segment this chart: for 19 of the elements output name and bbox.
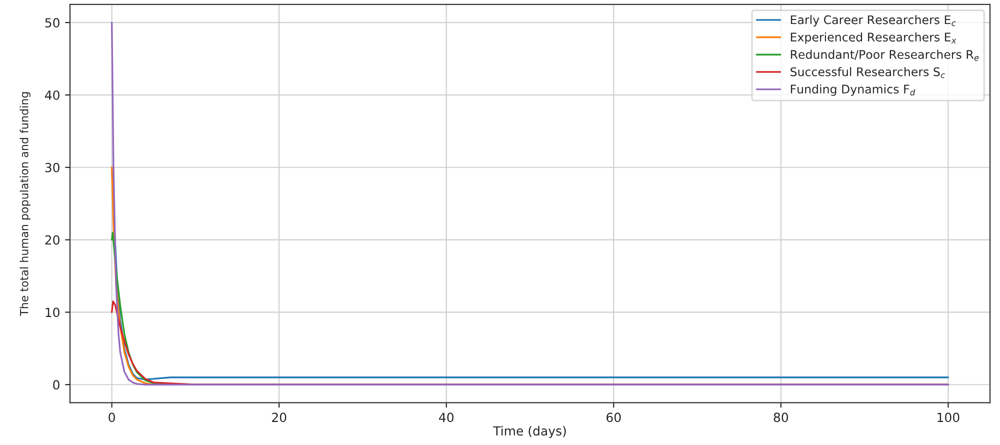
- y-tick-label: 50: [45, 18, 60, 28]
- y-tick-label: 0: [53, 380, 60, 390]
- x-tick-label: 80: [774, 412, 788, 422]
- x-tick-label: 40: [439, 412, 454, 422]
- y-axis-title: The total human population and funding: [20, 92, 30, 316]
- x-tick-label: 100: [938, 412, 960, 422]
- y-tick-label: 40: [44, 90, 60, 100]
- x-axis-title: Time (days): [493, 426, 566, 438]
- y-tick-label: 10: [46, 308, 60, 318]
- legend-label: Funding Dynamics F$_{d}$: [790, 84, 916, 96]
- x-tick-label: 0: [108, 412, 115, 422]
- legend-label: Early Career Researchers E$_{c}$: [790, 15, 956, 26]
- legend-label: Redundant/Poor Researchers R$_{e}$: [790, 50, 979, 61]
- x-tick-label: 60: [606, 412, 621, 422]
- x-tick-label: 20: [272, 412, 286, 422]
- y-tick-label: 20: [45, 235, 60, 245]
- legend-label: Successful Researchers S$_{c}$: [790, 67, 945, 78]
- y-tick-label: 30: [45, 162, 60, 172]
- legend-label: Experienced Researchers E$_{x}$: [790, 32, 956, 44]
